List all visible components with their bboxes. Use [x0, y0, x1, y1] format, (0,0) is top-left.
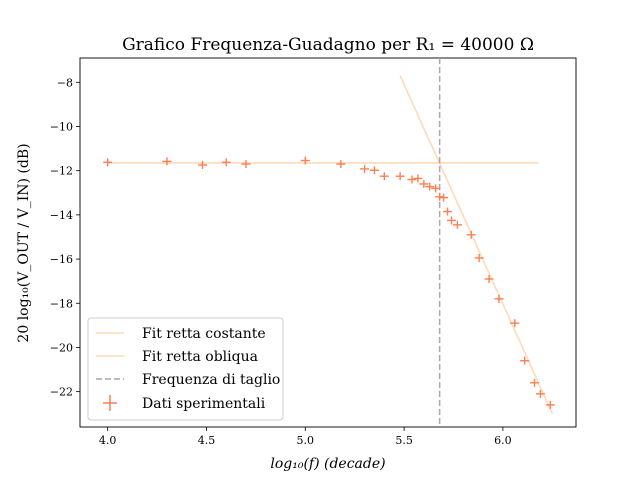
x-tick-label: 5.5 — [395, 434, 413, 447]
data-point — [407, 175, 417, 184]
data-point — [447, 216, 457, 225]
data-point — [360, 164, 370, 173]
data-point — [221, 158, 231, 167]
chart-title: Grafico Frequenza-Guadagno per R₁ = 4000… — [122, 35, 534, 55]
y-axis-label: 20 log₁₀(V_OUT / V_IN) (dB) — [16, 143, 32, 342]
data-point — [198, 160, 208, 169]
x-axis-label: log₁₀(f) (decade) — [270, 456, 385, 472]
legend: Fit retta costante Fit retta obliqua Fre… — [87, 317, 284, 421]
fit-oblique-line — [399, 75, 554, 415]
data-point — [530, 378, 540, 387]
chart-marks — [103, 58, 555, 427]
chart-title-text: Grafico Frequenza-Guadagno per R₁ = 4000… — [122, 35, 534, 55]
legend-label-fit-oblique: Fit retta obliqua — [142, 349, 258, 365]
legend-label-cutoff: Frequenza di taglio — [142, 372, 280, 388]
data-point — [379, 172, 389, 181]
data-point — [545, 400, 555, 409]
plot-area — [79, 57, 577, 428]
y-tick-label: −16 — [50, 253, 73, 266]
y-tick-label: −18 — [50, 297, 73, 310]
x-tick-label: 4.5 — [198, 434, 216, 447]
legend-swatch-data — [103, 395, 117, 411]
data-point — [419, 179, 429, 188]
x-axis: 4.0 4.5 5.0 5.5 6.0 — [99, 427, 512, 447]
data-point — [510, 319, 520, 328]
data-point — [443, 207, 453, 216]
data-point — [300, 156, 310, 165]
y-tick-label: −14 — [50, 209, 73, 222]
data-point — [484, 274, 494, 283]
y-tick-label: −22 — [50, 386, 73, 399]
x-tick-label: 5.0 — [297, 434, 315, 447]
data-point — [439, 193, 449, 202]
x-tick-label: 6.0 — [494, 434, 512, 447]
data-point — [162, 157, 172, 166]
data-point — [431, 184, 441, 193]
plot-frame — [79, 57, 577, 428]
data-point — [413, 174, 423, 183]
data-point — [103, 158, 113, 167]
data-point — [425, 182, 435, 191]
data-point — [466, 230, 476, 239]
data-point — [535, 389, 545, 398]
data-point — [395, 172, 405, 181]
legend-box — [87, 317, 284, 421]
y-axis: −22 −20 −18 −16 −14 −12 −10 −8 — [50, 76, 80, 399]
y-tick-label: −20 — [50, 341, 73, 354]
legend-label-data: Dati sperimentali — [142, 396, 266, 412]
data-point — [369, 166, 379, 175]
x-tick-label: 4.0 — [99, 434, 117, 447]
data-point — [494, 294, 504, 303]
data-point — [435, 192, 445, 201]
data-point — [452, 220, 462, 229]
data-point — [520, 356, 530, 365]
y-tick-label: −12 — [50, 165, 73, 178]
data-point — [241, 160, 251, 169]
legend-label-fit-constant: Fit retta costante — [142, 326, 266, 342]
y-tick-label: −10 — [50, 120, 73, 133]
data-point — [474, 253, 484, 262]
data-point — [336, 160, 346, 169]
y-tick-label: −8 — [57, 76, 73, 89]
